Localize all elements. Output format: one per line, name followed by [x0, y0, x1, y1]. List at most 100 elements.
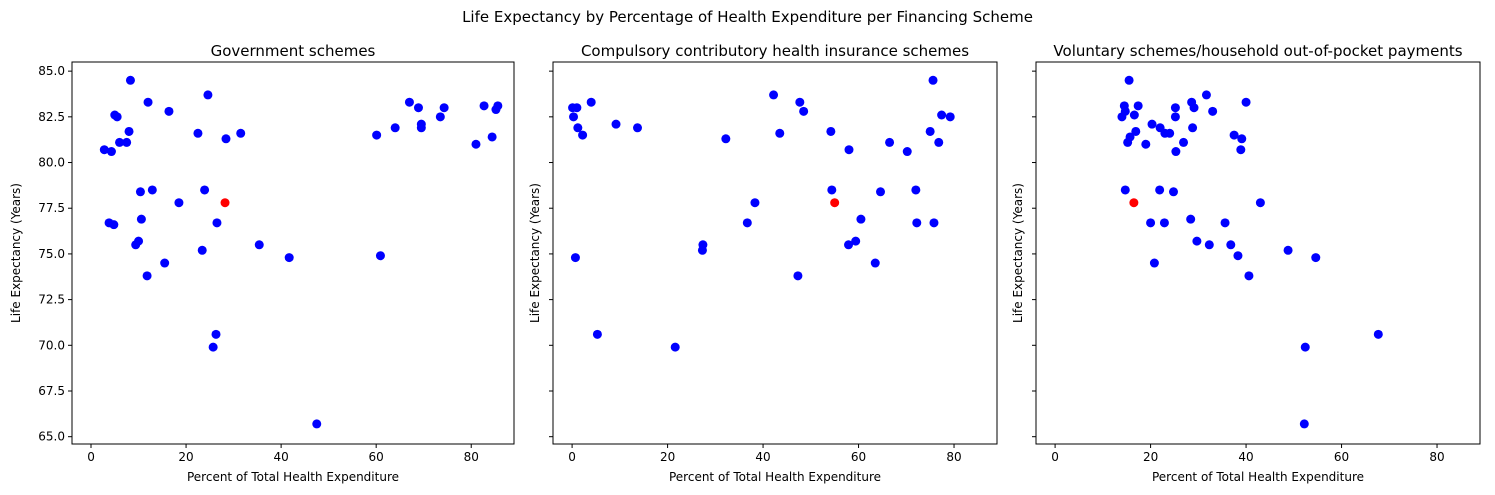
data-point	[572, 103, 582, 113]
x-tick-label: 0	[568, 450, 576, 464]
data-point	[134, 236, 144, 246]
data-point	[570, 253, 580, 263]
x-tick-label: 60	[1334, 450, 1349, 464]
data-point	[856, 214, 866, 224]
data-point	[1168, 187, 1178, 197]
data-point	[945, 112, 955, 122]
data-point	[742, 218, 752, 228]
data-point	[284, 253, 294, 263]
data-point	[1146, 218, 1156, 228]
x-tick-label: 20	[660, 450, 675, 464]
y-tick-label: 75.0	[38, 247, 65, 261]
data-point	[1237, 134, 1247, 144]
data-point	[795, 97, 805, 107]
data-point	[750, 198, 760, 208]
data-point	[404, 97, 414, 107]
data-point	[1120, 106, 1130, 116]
data-point	[193, 128, 203, 138]
highlight-point	[830, 198, 840, 208]
x-tick-label: 40	[273, 450, 288, 464]
data-point	[1129, 110, 1139, 120]
data-point	[912, 218, 922, 228]
y-axis-label: Life Expectancy (Years)	[528, 183, 542, 323]
data-point	[1233, 251, 1243, 261]
data-point	[1159, 218, 1169, 228]
x-tick-label: 20	[178, 450, 193, 464]
data-point	[592, 329, 602, 339]
data-point	[799, 106, 809, 116]
data-point	[487, 132, 497, 142]
y-tick-label: 67.5	[38, 384, 65, 398]
data-point	[1141, 139, 1151, 149]
x-tick-label: 0	[1051, 450, 1059, 464]
data-point	[670, 342, 680, 352]
data-point	[851, 236, 861, 246]
data-point	[1226, 240, 1236, 250]
y-axis-label: Life Expectancy (Years)	[1011, 183, 1025, 323]
x-axis-label: Percent of Total Health Expenditure	[187, 470, 399, 484]
plot-frame	[1035, 61, 1481, 445]
data-point	[586, 97, 596, 107]
data-point	[125, 75, 135, 85]
data-point	[124, 126, 134, 136]
data-point	[1201, 90, 1211, 100]
plot-frame	[552, 61, 998, 445]
x-tick-label: 80	[946, 450, 961, 464]
data-point	[1373, 329, 1383, 339]
x-tick-label: 0	[87, 450, 95, 464]
data-point	[1220, 218, 1230, 228]
data-point	[1171, 147, 1181, 157]
data-point	[1133, 101, 1143, 111]
chart-panel-2: Compulsory contributory health insurance…	[528, 42, 998, 484]
data-point	[633, 123, 643, 133]
data-point	[1149, 258, 1159, 268]
data-point	[928, 75, 938, 85]
data-point	[1147, 119, 1157, 129]
data-point	[1236, 145, 1246, 155]
data-point	[221, 134, 231, 144]
x-tick-label: 40	[1238, 450, 1253, 464]
data-point	[122, 137, 132, 147]
data-point	[160, 258, 170, 268]
highlight-point	[220, 198, 230, 208]
y-axis-label: Life Expectancy (Years)	[9, 183, 23, 323]
data-point	[109, 220, 119, 230]
x-axis-label: Percent of Total Health Expenditure	[669, 470, 881, 484]
data-point	[1255, 198, 1265, 208]
y-tick-label: 80.0	[38, 156, 65, 170]
data-point	[416, 123, 426, 133]
data-point	[1208, 106, 1218, 116]
x-tick-label: 40	[755, 450, 770, 464]
data-point	[471, 139, 481, 149]
data-point	[136, 214, 146, 224]
y-tick-label: 72.5	[38, 293, 65, 307]
data-point	[1241, 97, 1251, 107]
data-point	[135, 187, 145, 197]
y-tick-label: 77.5	[38, 201, 65, 215]
data-point	[769, 90, 779, 100]
data-point	[902, 147, 912, 157]
data-point	[106, 147, 116, 157]
data-point	[493, 101, 503, 111]
data-point	[1179, 137, 1189, 147]
data-point	[1204, 240, 1214, 250]
data-point	[390, 123, 400, 133]
data-point	[870, 258, 880, 268]
data-point	[569, 112, 579, 122]
data-point	[1244, 271, 1254, 281]
data-point	[211, 329, 221, 339]
data-point	[99, 145, 109, 155]
data-point	[925, 126, 935, 136]
data-point	[1299, 419, 1309, 429]
data-point	[934, 137, 944, 147]
data-point	[876, 187, 886, 197]
data-point	[1125, 132, 1135, 142]
highlight-point	[1129, 198, 1139, 208]
data-point	[793, 271, 803, 281]
data-point	[911, 185, 921, 195]
data-point	[143, 97, 153, 107]
chart-title: Compulsory contributory health insurance…	[581, 42, 969, 60]
x-tick-label: 60	[369, 450, 384, 464]
chart-title: Voluntary schemes/household out-of-pocke…	[1053, 42, 1462, 60]
